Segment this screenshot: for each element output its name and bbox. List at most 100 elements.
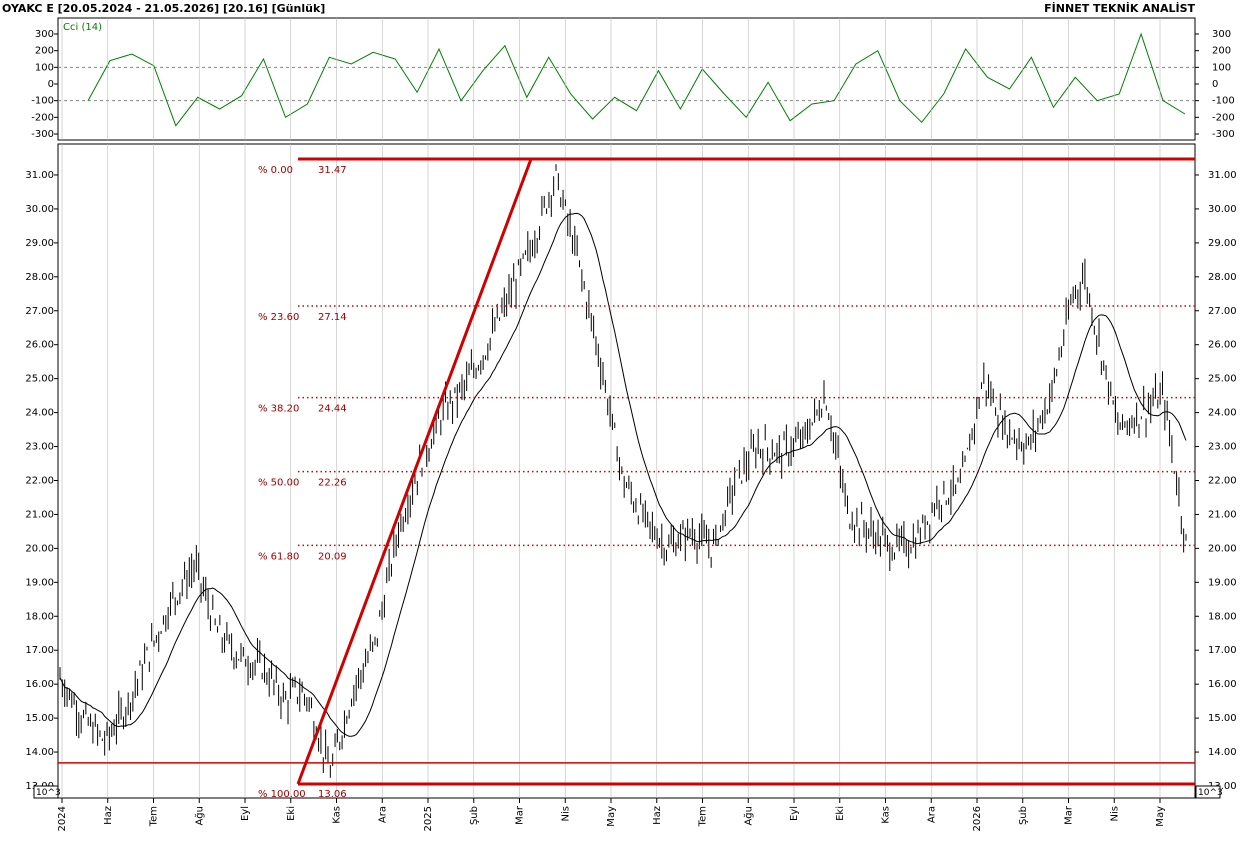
fib-pct-label: % 100.00 [258,789,306,800]
price-tick-right: 27.00 [1208,306,1237,317]
cci-tick-left: -200 [31,112,54,123]
price-tick-right: 18.00 [1208,611,1237,622]
x-tick-label: Mar [1064,805,1075,825]
cci-tick-left: 300 [35,29,54,40]
fib-value-label: 20.09 [318,551,347,562]
x-tick-label: Eki [835,806,846,821]
price-tick-left: 30.00 [25,204,54,215]
price-tick-right: 24.00 [1208,408,1237,419]
scale-label-left: 10^3 [36,788,61,798]
cci-tick-left: -100 [31,96,54,107]
price-tick-right: 26.00 [1208,340,1237,351]
price-tick-left: 29.00 [25,238,54,249]
fib-value-label: 27.14 [318,312,347,323]
x-tick-label: Mar [515,805,526,825]
price-tick-right: 16.00 [1208,679,1237,690]
x-tick-label: 2026 [972,806,983,831]
fib-pct-label: % 38.20 [258,404,299,415]
cci-tick-left: 100 [35,62,54,73]
price-tick-right: 15.00 [1208,713,1237,724]
price-tick-left: 28.00 [25,272,54,283]
price-tick-left: 21.00 [25,509,54,520]
fib-pct-label: % 0.00 [258,165,293,176]
price-tick-right: 13.00 [1208,781,1237,792]
x-tick-label: Tem [149,806,160,827]
fib-value-label: 31.47 [318,165,347,176]
cci-tick-left: 0 [48,79,54,90]
price-tick-left: 26.00 [25,340,54,351]
cci-legend: Cci (14) [63,22,102,33]
price-tick-left: 24.00 [25,408,54,419]
price-tick-left: 22.00 [25,475,54,486]
price-tick-left: 27.00 [25,306,54,317]
cci-line [87,32,1186,127]
x-tick-label: Ara [377,806,388,823]
price-tick-right: 21.00 [1208,509,1237,520]
cci-tick-right: 200 [1212,46,1231,57]
cci-tick-right: -300 [1212,129,1235,140]
cci-tick-left: -300 [31,129,54,140]
x-tick-label: Ağu [193,806,205,826]
cci-tick-right: 0 [1212,79,1218,90]
price-tick-left: 31.00 [25,170,54,181]
price-tick-left: 25.00 [25,374,54,385]
fib-value-label: 13.06 [318,789,347,800]
x-tick-label: May [1155,806,1166,827]
x-tick-label: Ara [926,806,937,823]
price-tick-left: 18.00 [25,611,54,622]
price-tick-right: 30.00 [1208,204,1237,215]
price-tick-right: 28.00 [1208,272,1237,283]
x-tick-label: 2025 [423,806,434,831]
cci-panel [57,17,1196,141]
price-tick-right: 22.00 [1208,475,1237,486]
cci-layer: 300 300 200 200 100 100 0 0 -100 -100 -200 -200 -300… [31,29,1234,140]
chart-title: OYAKC E [20.05.2024 - 21.05.2026] [20.16… [2,2,326,15]
x-tick-label: Eyl [240,806,251,821]
x-tick-label: 2024 [57,806,68,831]
cci-tick-right: -100 [1212,96,1235,107]
x-tick-label: May [606,806,617,827]
price-tick-right: 19.00 [1208,577,1237,588]
cci-tick-right: -200 [1212,112,1235,123]
x-tick-label: Haz [103,806,114,825]
x-tick-label: Kas [332,806,343,824]
scale-box-right [1195,785,1221,799]
x-tick-label: Nis [560,806,571,821]
price-tick-left: 20.00 [25,543,54,554]
x-tick-label: Şub [469,806,480,825]
x-tick-label: Şub [1018,806,1029,825]
price-tick-left: 15.00 [25,713,54,724]
price-tick-left: 19.00 [25,577,54,588]
price-tick-right: 20.00 [1208,543,1237,554]
scale-box-left [33,785,59,799]
app-brand: FİNNET TEKNİK ANALİST [1044,2,1195,15]
fib-pct-label: % 50.00 [258,478,299,489]
price-tick-left: 17.00 [25,645,54,656]
price-tick-left: 16.00 [25,679,54,690]
x-tick-label: Tem [698,806,709,827]
fib-value-label: 22.26 [318,478,347,489]
x-tick-label: Nis [1109,806,1120,821]
x-tick-label: Eyl [789,806,800,821]
fib-pct-label: % 23.60 [258,312,299,323]
price-tick-right: 23.00 [1208,442,1237,453]
price-tick-left: 23.00 [25,442,54,453]
price-tick-right: 31.00 [1208,170,1237,181]
fib-value-label: 24.44 [318,404,347,415]
fib-pct-label: % 61.80 [258,551,299,562]
cci-tick-right: 100 [1212,62,1231,73]
cci-tick-left: 200 [35,46,54,57]
cci-tick-right: 300 [1212,29,1231,40]
price-tick-right: 29.00 [1208,238,1237,249]
x-tick-label: Haz [652,806,663,825]
fib-trend-line [296,158,533,785]
price-tick-right: 14.00 [1208,747,1237,758]
x-tick-label: Ağu [742,806,754,826]
price-tick-right: 17.00 [1208,645,1237,656]
x-tick-label: Eki [286,806,297,821]
price-tick-left: 14.00 [25,747,54,758]
scale-label-right: 10^3 [1198,788,1223,798]
price-layer: 31.00 31.00 30.00 30.00 29.00 29.00 28.00 28.00… [25,18,1237,831]
x-tick-label: Kas [881,806,892,824]
